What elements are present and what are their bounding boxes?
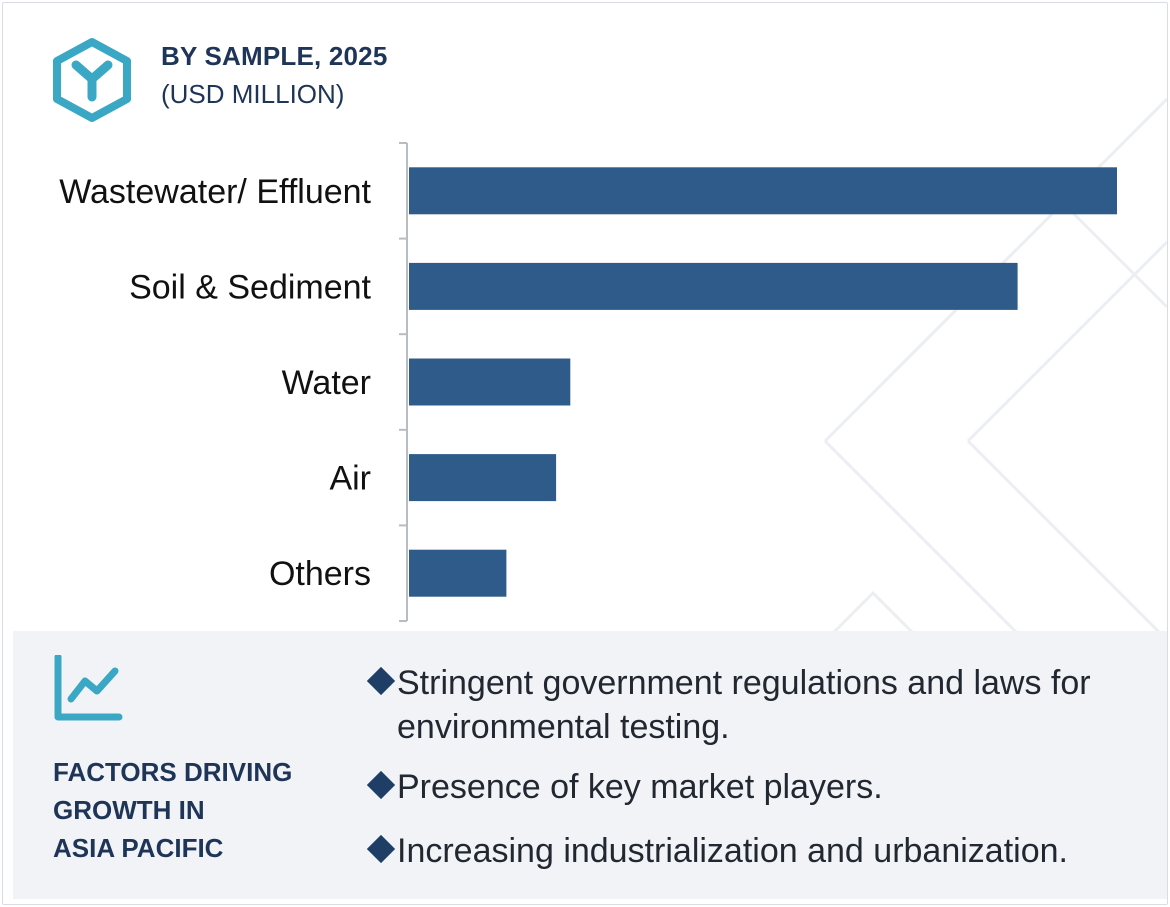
category-label: Others xyxy=(269,555,371,593)
hexagon-y-logo-icon xyxy=(53,38,131,122)
factors-title-line: ASIA PACIFIC xyxy=(53,833,224,863)
factor-text: Stringent government regulations and law… xyxy=(397,664,1091,746)
category-label: Soil & Sediment xyxy=(129,268,371,306)
factor-item: Increasing industrialization and urbaniz… xyxy=(363,829,1153,873)
bar xyxy=(409,454,557,502)
bar xyxy=(409,358,571,406)
bar xyxy=(409,262,1018,310)
diamond-bullet-icon xyxy=(363,765,397,809)
factors-title-line: GROWTH IN xyxy=(53,795,205,825)
factors-panel: FACTORS DRIVING GROWTH IN ASIA PACIFIC S… xyxy=(13,631,1167,899)
bar xyxy=(409,549,507,597)
factor-text: Increasing industrialization and urbaniz… xyxy=(397,832,1068,870)
diamond-bullet-icon xyxy=(363,661,397,705)
chart-subtitle: (USD MILLION) xyxy=(161,79,345,109)
category-label: Water xyxy=(282,364,371,402)
line-trend-icon xyxy=(54,655,123,721)
bar xyxy=(409,167,1117,215)
category-label: Wastewater/ Effluent xyxy=(59,173,371,211)
factor-text: Presence of key market players. xyxy=(397,768,883,806)
factor-item: Stringent government regulations and law… xyxy=(363,661,1153,749)
factors-title-line: FACTORS DRIVING xyxy=(53,757,293,787)
factors-title: FACTORS DRIVING GROWTH IN ASIA PACIFIC xyxy=(53,753,333,867)
factor-item: Presence of key market players. xyxy=(363,765,1153,809)
category-label: Air xyxy=(329,460,371,498)
diamond-bullet-icon xyxy=(363,829,397,873)
chart-title: BY SAMPLE, 2025 xyxy=(161,41,388,71)
bar-chart: Wastewater/ Effluent Soil & Sediment Water… xyxy=(59,142,1117,622)
